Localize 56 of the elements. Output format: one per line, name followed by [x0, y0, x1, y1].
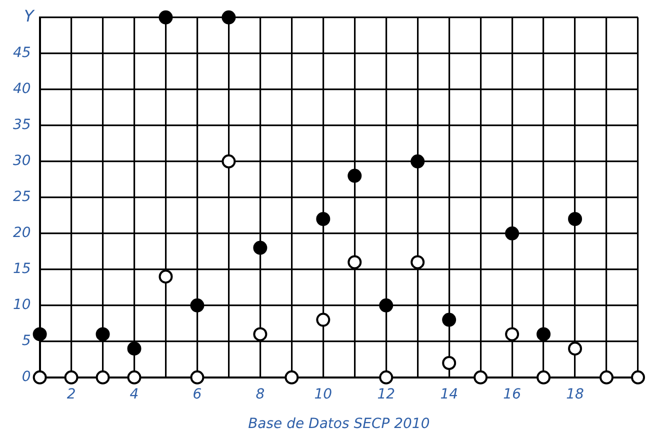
- y-tick-label: 20: [12, 225, 31, 242]
- x-tick-label: 4: [130, 386, 139, 402]
- point: [600, 370, 614, 384]
- x-tick-label: 18: [566, 386, 584, 402]
- point: [96, 327, 110, 342]
- point: [222, 154, 236, 168]
- point: [284, 370, 299, 384]
- x-axis-title: Base de Datos SECP 2010: [248, 416, 430, 432]
- x-tick-label: 16: [503, 386, 522, 402]
- point: [96, 370, 110, 384]
- point: [568, 212, 582, 226]
- point: [410, 255, 425, 270]
- y-axis-title: Y: [24, 6, 36, 26]
- y-tick-label: 25: [12, 189, 31, 206]
- y-tick-label: 15: [12, 261, 31, 278]
- point: [190, 298, 204, 312]
- point: [158, 10, 173, 24]
- y-tick-label: 5: [22, 333, 31, 350]
- y-tick-label: 0: [22, 369, 31, 386]
- y-tick-label: 30: [12, 153, 31, 170]
- point: [316, 312, 330, 327]
- point: [474, 370, 488, 384]
- y-tick-label: 40: [12, 81, 31, 98]
- y-tick-label: 35: [12, 117, 31, 134]
- point: [631, 370, 645, 384]
- x-tick-label: 6: [192, 386, 202, 402]
- point: [32, 370, 47, 384]
- point: [568, 342, 582, 356]
- point: [190, 370, 204, 384]
- point: [127, 342, 142, 356]
- x-tick-label: 10: [314, 386, 332, 402]
- x-tick-label: 12: [377, 386, 396, 402]
- point: [222, 10, 236, 24]
- point: [127, 370, 142, 384]
- point: [505, 327, 520, 342]
- point: [348, 255, 362, 270]
- point: [64, 370, 78, 384]
- point: [316, 212, 330, 226]
- point: [379, 298, 394, 312]
- point: [505, 226, 520, 240]
- point: [442, 312, 456, 327]
- point: [536, 327, 551, 342]
- y-tick-label: 10: [12, 297, 31, 314]
- point: [536, 370, 551, 384]
- point: [253, 240, 268, 255]
- y-tick-label: 45: [12, 45, 31, 62]
- point: [379, 370, 394, 384]
- x-tick-label: 14: [440, 386, 458, 402]
- x-tick-label: 2: [66, 386, 76, 402]
- point: [32, 327, 47, 342]
- point: [442, 356, 456, 370]
- x-tick-label: 8: [256, 386, 265, 402]
- point: [348, 168, 362, 183]
- point: [410, 154, 425, 168]
- point: [158, 270, 173, 284]
- point: [253, 327, 268, 342]
